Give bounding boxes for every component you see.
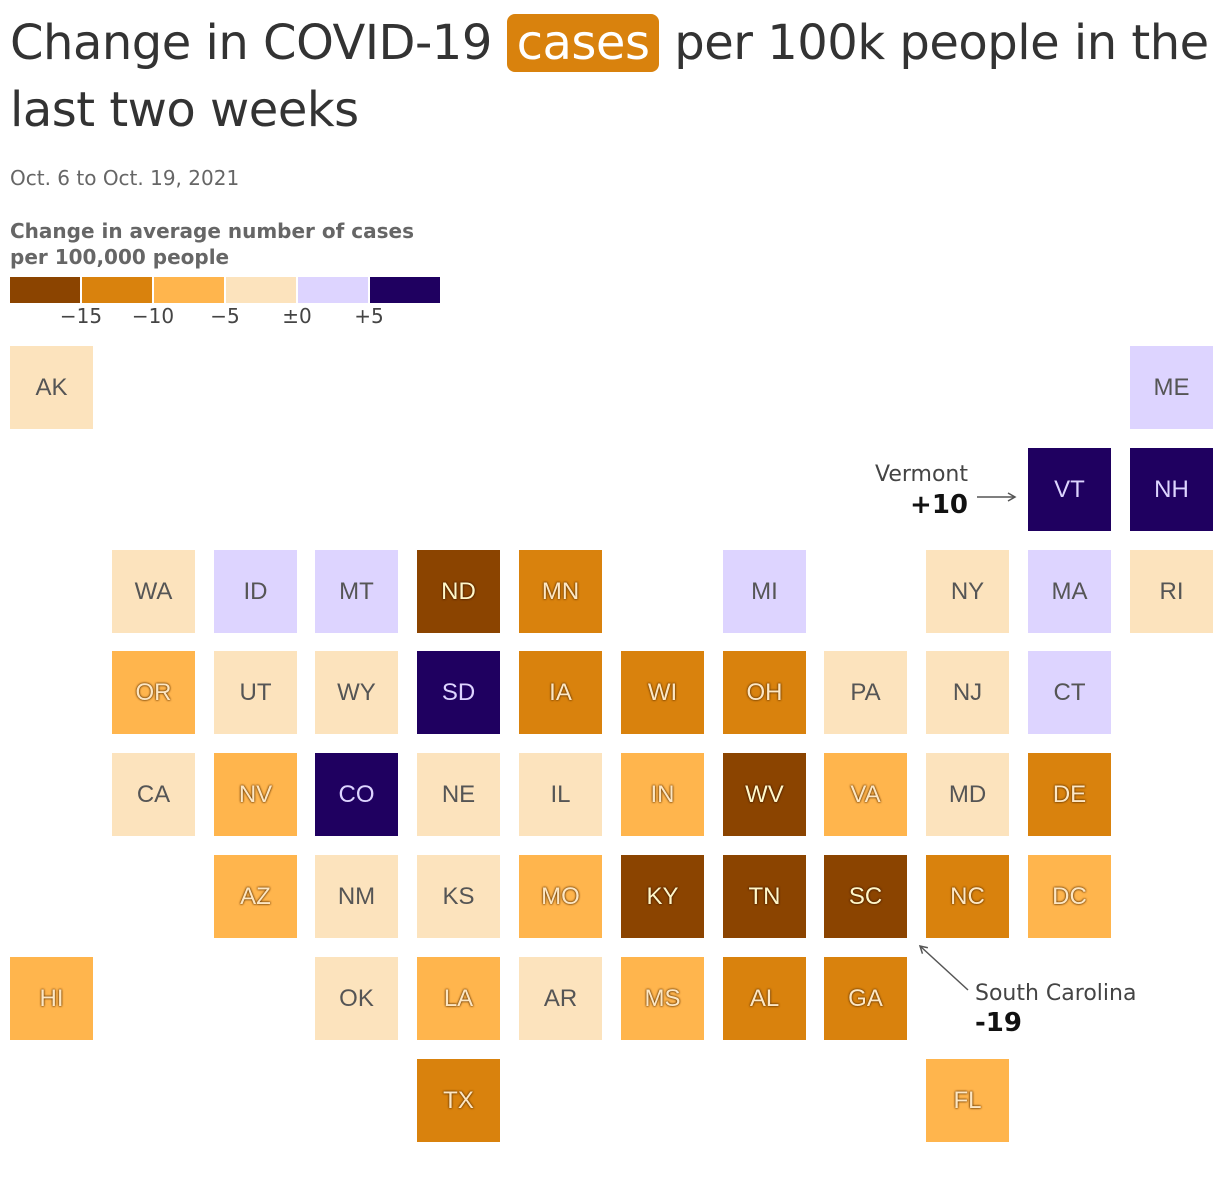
legend-swatch-1 — [82, 277, 152, 303]
state-tile-sd[interactable]: SD — [417, 651, 500, 734]
state-tile-wv[interactable]: WV — [723, 753, 806, 836]
title-text-after: per 100k people in the last two weeks — [10, 15, 1209, 138]
state-tile-de[interactable]: DE — [1028, 753, 1111, 836]
state-tile-mo[interactable]: MO — [519, 855, 602, 938]
legend-color-scale — [10, 277, 440, 303]
state-tile-vt[interactable]: VT — [1028, 448, 1111, 531]
title-text-before: Change in COVID-19 — [10, 15, 507, 71]
south-carolina-annotation-label: South Carolina — [975, 981, 1137, 1006]
legend-tick-label: −10 — [131, 304, 175, 328]
legend-tick-label: −15 — [59, 304, 103, 328]
state-tile-ut[interactable]: UT — [214, 651, 297, 734]
state-tile-ms[interactable]: MS — [621, 957, 704, 1040]
state-tile-ca[interactable]: CA — [112, 753, 195, 836]
vermont-annotation-value: +10 — [910, 490, 968, 520]
title-highlight-cases: cases — [506, 14, 660, 72]
state-tile-co[interactable]: CO — [315, 753, 398, 836]
state-tile-al[interactable]: AL — [723, 957, 806, 1040]
legend-swatch-3 — [226, 277, 296, 303]
state-tile-nm[interactable]: NM — [315, 855, 398, 938]
state-tile-tx[interactable]: TX — [417, 1059, 500, 1142]
legend-tick-label: ±0 — [282, 304, 312, 328]
vermont-annotation-label: Vermont — [875, 462, 968, 487]
state-tile-nd[interactable]: ND — [417, 550, 500, 633]
state-tile-ga[interactable]: GA — [824, 957, 907, 1040]
state-tile-ia[interactable]: IA — [519, 651, 602, 734]
legend-swatch-5 — [370, 277, 440, 303]
state-tile-oh[interactable]: OH — [723, 651, 806, 734]
state-tile-or[interactable]: OR — [112, 651, 195, 734]
state-tile-in[interactable]: IN — [621, 753, 704, 836]
state-tile-mn[interactable]: MN — [519, 550, 602, 633]
state-tile-ky[interactable]: KY — [621, 855, 704, 938]
legend-tick-labels: −15 −10 −5 ±0 +5 — [10, 304, 450, 334]
state-tile-mt[interactable]: MT — [315, 550, 398, 633]
state-tile-nh[interactable]: NH — [1130, 448, 1213, 531]
state-tile-la[interactable]: LA — [417, 957, 500, 1040]
state-tile-dc[interactable]: DC — [1028, 855, 1111, 938]
state-tile-ok[interactable]: OK — [315, 957, 398, 1040]
state-tile-md[interactable]: MD — [926, 753, 1009, 836]
chart-subtitle: Oct. 6 to Oct. 19, 2021 — [10, 166, 240, 190]
legend-swatch-2 — [154, 277, 224, 303]
state-tile-ne[interactable]: NE — [417, 753, 500, 836]
state-tile-ar[interactable]: AR — [519, 957, 602, 1040]
state-tile-ak[interactable]: AK — [10, 346, 93, 429]
state-tile-ny[interactable]: NY — [926, 550, 1009, 633]
state-tile-hi[interactable]: HI — [10, 957, 93, 1040]
state-tile-id[interactable]: ID — [214, 550, 297, 633]
state-tile-me[interactable]: ME — [1130, 346, 1213, 429]
south-carolina-annotation-value: -19 — [975, 1008, 1022, 1038]
state-tile-wa[interactable]: WA — [112, 550, 195, 633]
state-tile-wi[interactable]: WI — [621, 651, 704, 734]
legend-tick-label: −5 — [210, 304, 240, 328]
state-tile-ct[interactable]: CT — [1028, 651, 1111, 734]
legend-tick-label: +5 — [354, 304, 384, 328]
legend-swatch-0 — [10, 277, 80, 303]
state-tile-nc[interactable]: NC — [926, 855, 1009, 938]
state-tile-ma[interactable]: MA — [1028, 550, 1111, 633]
state-tile-nj[interactable]: NJ — [926, 651, 1009, 734]
state-tile-nv[interactable]: NV — [214, 753, 297, 836]
state-tile-ks[interactable]: KS — [417, 855, 500, 938]
state-tile-va[interactable]: VA — [824, 753, 907, 836]
chart-title: Change in COVID-19 cases per 100k people… — [10, 10, 1210, 144]
state-tile-ri[interactable]: RI — [1130, 550, 1213, 633]
state-tile-wy[interactable]: WY — [315, 651, 398, 734]
state-tile-az[interactable]: AZ — [214, 855, 297, 938]
state-tile-tn[interactable]: TN — [723, 855, 806, 938]
state-tile-pa[interactable]: PA — [824, 651, 907, 734]
legend-title: Change in average number of cases per 10… — [10, 219, 415, 269]
legend-swatch-4 — [298, 277, 368, 303]
state-tile-mi[interactable]: MI — [723, 550, 806, 633]
state-tile-il[interactable]: IL — [519, 753, 602, 836]
state-tile-fl[interactable]: FL — [926, 1059, 1009, 1142]
state-tile-sc[interactable]: SC — [824, 855, 907, 938]
